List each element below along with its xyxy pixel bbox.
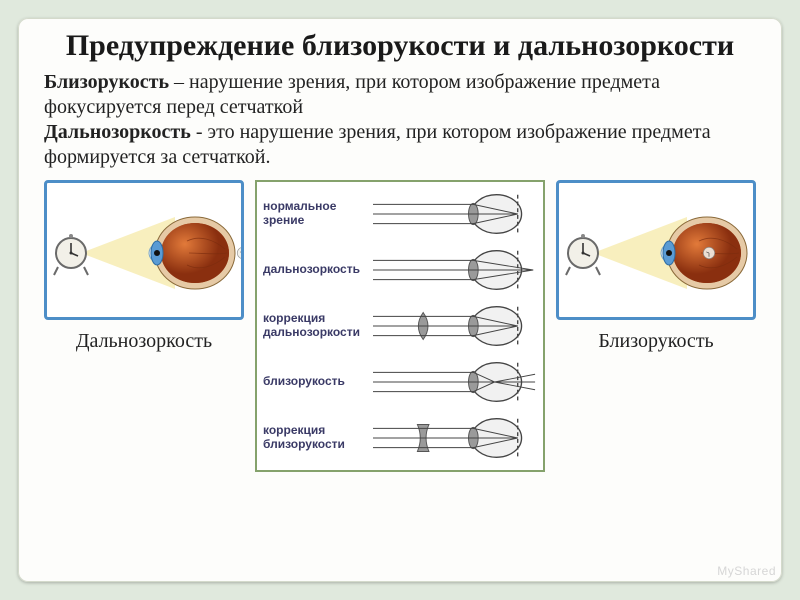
optics-row-svg — [373, 354, 537, 410]
optics-row-hyperopia_corrected: коррекция дальнозоркости — [263, 298, 537, 354]
diagram-row: Дальнозоркость нормальное зрение дальноз… — [44, 180, 756, 472]
optics-label: дальнозоркость — [263, 263, 373, 277]
myopia-caption: Близорукость — [598, 330, 713, 353]
optics-diagram: нормальное зрение дальнозоркость коррекц… — [255, 180, 545, 472]
definitions-block: Близорукость – нарушение зрения, при кот… — [44, 70, 756, 170]
hyperopia-caption: Дальнозоркость — [76, 330, 212, 353]
optics-label: нормальное зрение — [263, 200, 373, 228]
optics-row-svg — [373, 298, 537, 354]
hyperopia-eye-frame — [44, 180, 244, 320]
optics-row-svg — [373, 242, 537, 298]
term-hyperopia: Дальнозоркость — [44, 121, 191, 143]
page-title: Предупреждение близорукости и дальнозорк… — [44, 28, 756, 64]
definition-hyperopia: Дальнозоркость - это нарушение зрения, п… — [44, 120, 756, 170]
optics-label: коррекция дальнозоркости — [263, 312, 373, 340]
slide-card: Предупреждение близорукости и дальнозорк… — [18, 18, 782, 582]
optics-row-svg — [373, 410, 537, 466]
left-panel: Дальнозоркость — [44, 180, 244, 353]
right-panel: Близорукость — [556, 180, 756, 353]
optics-row-normal: нормальное зрение — [263, 186, 537, 242]
optics-row-hyperopia: дальнозоркость — [263, 242, 537, 298]
optics-row-myopia_corrected: коррекция близорукости — [263, 410, 537, 466]
watermark: MyShared — [717, 564, 776, 578]
optics-row-svg — [373, 186, 537, 242]
term-myopia: Близорукость — [44, 71, 169, 93]
myopia-eye-svg — [559, 183, 756, 320]
definition-myopia: Близорукость – нарушение зрения, при кот… — [44, 70, 756, 120]
optics-label: коррекция близорукости — [263, 424, 373, 452]
myopia-eye-frame — [556, 180, 756, 320]
optics-row-myopia: близорукость — [263, 354, 537, 410]
optics-label: близорукость — [263, 375, 373, 389]
hyperopia-eye-svg — [47, 183, 244, 320]
